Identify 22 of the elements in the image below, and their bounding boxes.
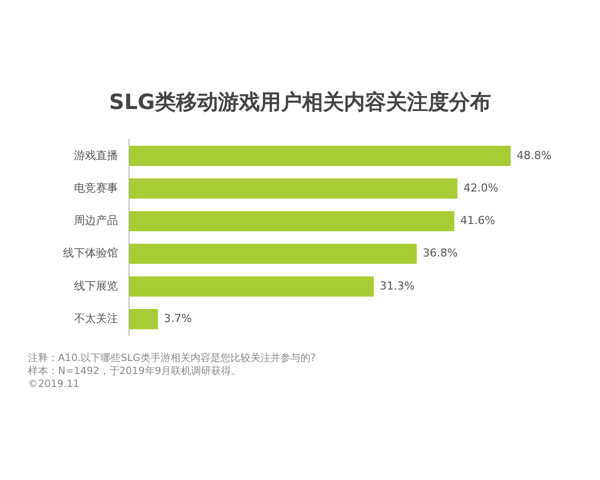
y-tick-label: 不太关注 xyxy=(74,312,118,325)
y-tick-label: 线下展览 xyxy=(74,279,118,292)
y-tick-label: 电竞赛事 xyxy=(74,181,118,194)
bar xyxy=(129,308,158,330)
data-label: 48.8% xyxy=(516,148,552,162)
bar xyxy=(129,244,417,264)
data-label: 31.3% xyxy=(380,279,415,292)
text: 样本：N=1492，于2019年9月联机调研获得。 xyxy=(28,365,242,378)
bar xyxy=(129,178,458,199)
y-tick-label: 周边产品 xyxy=(74,214,118,228)
data-label: 42.0% xyxy=(463,181,498,194)
data-label: 3.7% xyxy=(164,312,192,325)
chart-title: SLG类移动游戏用户相关内容关注度分布 xyxy=(108,89,492,116)
y-tick-label: 线下体验馆 xyxy=(63,246,118,260)
text: ©2019.11 xyxy=(28,378,80,391)
data-label: 41.6% xyxy=(460,214,496,228)
bar xyxy=(129,276,374,297)
data-label: 36.8% xyxy=(422,246,458,260)
text: 注释：A10.以下哪些SLG类手游相关内容是您比较关注并参与的? xyxy=(28,352,317,365)
bar xyxy=(129,146,511,166)
y-tick-label: 游戏直播 xyxy=(74,148,118,162)
bar xyxy=(129,211,454,232)
